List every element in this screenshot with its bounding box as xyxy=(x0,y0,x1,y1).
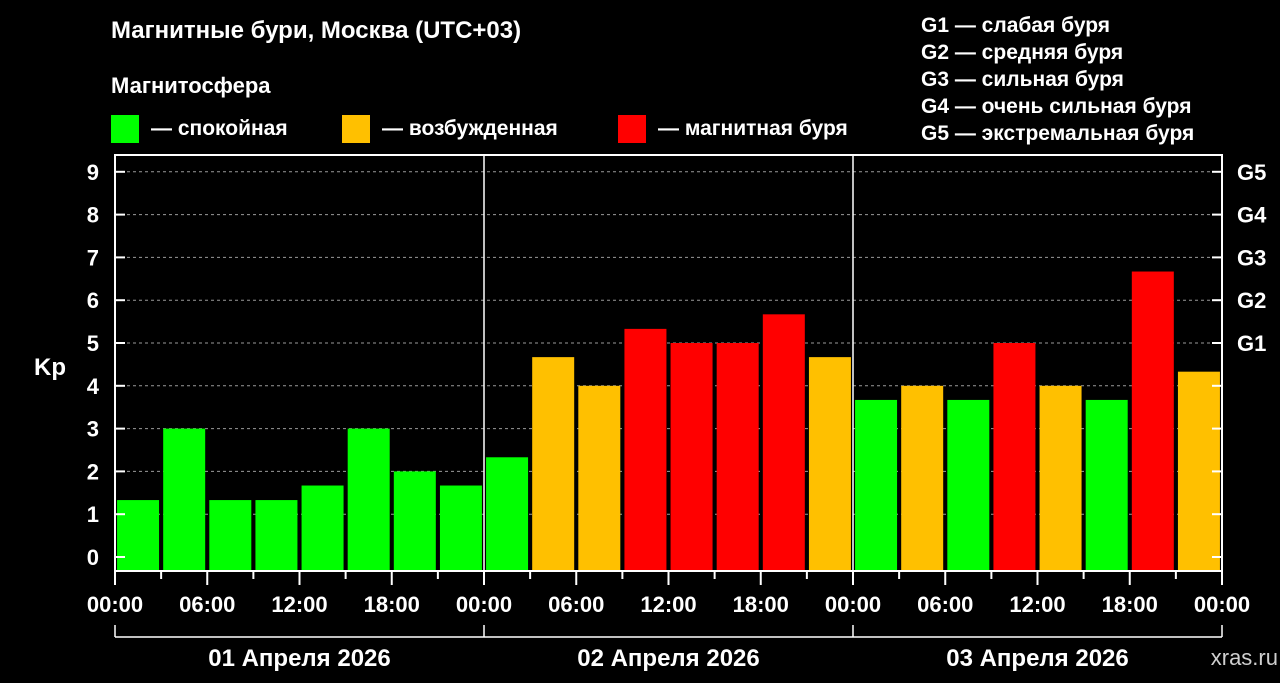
x-tick-label: 12:00 xyxy=(1009,592,1065,617)
x-tick-label: 06:00 xyxy=(917,592,973,617)
g-legend-g2: G2 — средняя буря xyxy=(921,41,1124,64)
kp-bar xyxy=(947,399,990,571)
y-tick-label: 2 xyxy=(87,459,99,484)
kp-bar xyxy=(1085,399,1128,571)
y-tick-label: 6 xyxy=(87,288,99,313)
y-tick-label: 0 xyxy=(87,545,99,570)
kp-bar xyxy=(670,343,713,571)
kp-bar xyxy=(393,471,436,571)
kp-bar xyxy=(486,457,529,571)
x-tick-label: 00:00 xyxy=(87,592,143,617)
y-tick-label: 4 xyxy=(87,374,100,399)
g-scale-tick-label: G4 xyxy=(1237,203,1267,228)
legend-swatch-storm xyxy=(618,115,646,143)
kp-bar xyxy=(163,428,206,571)
chart-title: Магнитные бури, Москва (UTC+03) xyxy=(111,17,522,44)
g-legend-g1: G1 — слабая буря xyxy=(921,14,1111,37)
g-scale-tick-label: G3 xyxy=(1237,245,1266,270)
g-scale-tick-label: G2 xyxy=(1237,288,1266,313)
g-legend-g4: G4 — очень сильная буря xyxy=(921,95,1192,118)
x-tick-label: 00:00 xyxy=(456,592,512,617)
g-legend-g3: G3 — сильная буря xyxy=(921,68,1124,91)
y-tick-label: 9 xyxy=(87,160,99,185)
kp-bar xyxy=(578,385,621,571)
x-tick-label: 18:00 xyxy=(733,592,789,617)
day-label: 02 Апреля 2026 xyxy=(577,645,760,672)
x-tick-label: 06:00 xyxy=(179,592,235,617)
kp-bar xyxy=(209,500,252,571)
x-tick-label: 18:00 xyxy=(1102,592,1158,617)
legend-swatch-quiet xyxy=(111,115,139,143)
kp-bar xyxy=(301,485,344,571)
y-tick-label: 8 xyxy=(87,203,99,228)
g-scale-tick-label: G5 xyxy=(1237,160,1266,185)
kp-bar xyxy=(808,357,851,571)
kp-bar xyxy=(716,343,759,571)
x-tick-label: 12:00 xyxy=(640,592,696,617)
kp-bar xyxy=(855,399,898,571)
kp-bar xyxy=(624,328,667,571)
kp-bar xyxy=(1039,385,1082,571)
legend-label-storm: — магнитная буря xyxy=(658,117,848,140)
legend-label-active: — возбужденная xyxy=(382,117,558,140)
chart-subtitle: Магнитосфера xyxy=(111,73,271,98)
x-tick-label: 00:00 xyxy=(1194,592,1250,617)
legend-item-active: — возбужденная xyxy=(342,115,558,143)
x-tick-label: 12:00 xyxy=(271,592,327,617)
watermark: xras.ru xyxy=(1210,645,1278,670)
y-tick-label: 1 xyxy=(87,502,99,527)
kp-bar xyxy=(347,428,390,571)
legend-item-quiet: — спокойная xyxy=(111,115,288,143)
legend-swatch-active xyxy=(342,115,370,143)
g-scale-tick-label: G1 xyxy=(1237,331,1266,356)
kp-bar xyxy=(901,385,944,571)
kp-bar xyxy=(762,314,805,571)
y-axis-label: Kp xyxy=(34,354,66,381)
day-label: 03 Апреля 2026 xyxy=(946,645,1129,672)
y-tick-label: 3 xyxy=(87,417,99,442)
g-legend-g5: G5 — экстремальная буря xyxy=(921,122,1195,145)
legend-item-storm: — магнитная буря xyxy=(618,115,848,143)
kp-bar xyxy=(993,343,1036,571)
kp-bar xyxy=(532,357,575,571)
legend-label-quiet: — спокойная xyxy=(151,117,288,140)
y-tick-label: 5 xyxy=(87,331,99,356)
x-tick-label: 00:00 xyxy=(825,592,881,617)
kp-bar xyxy=(439,485,482,571)
x-tick-label: 18:00 xyxy=(364,592,420,617)
g-scale-legend: G1 — слабая буря G2 — средняя буря G3 — … xyxy=(921,12,1194,147)
x-tick-label: 06:00 xyxy=(548,592,604,617)
kp-bar xyxy=(255,500,298,571)
day-label: 01 Апреля 2026 xyxy=(208,645,391,672)
kp-bar xyxy=(1131,271,1174,571)
kp-bar xyxy=(117,500,160,571)
y-tick-label: 7 xyxy=(87,245,99,270)
